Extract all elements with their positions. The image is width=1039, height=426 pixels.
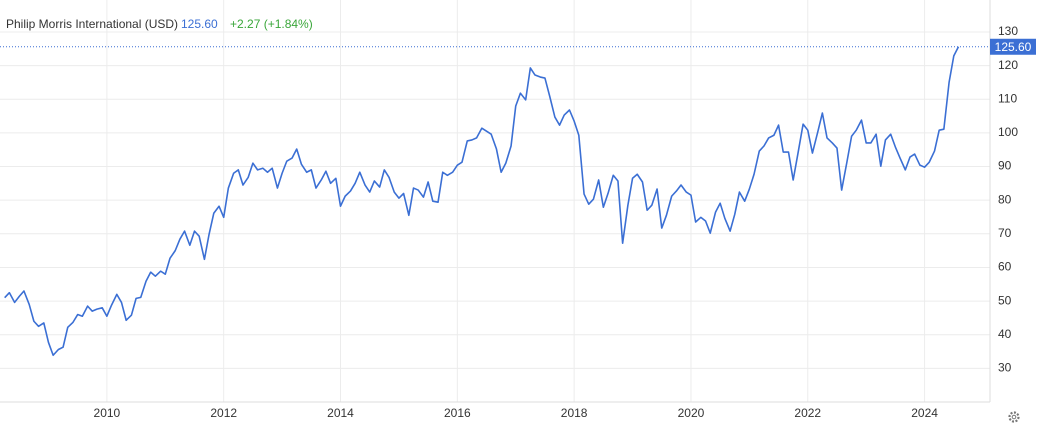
y-tick-label: 40 [998,327,1012,341]
price: 125.60 [181,17,218,31]
last-price-box [990,38,1036,55]
price-line [4,46,960,357]
y-tick-label: 110 [998,91,1017,105]
y-tick-label: 100 [998,125,1018,139]
price-change: +2.27 (+1.84%) [230,17,313,31]
settings-icon[interactable] [1008,411,1020,423]
x-tick-label: 2012 [210,406,237,420]
y-tick-label: 120 [998,58,1018,72]
last-price-label: 125.60 [995,40,1032,54]
x-tick-label: 2022 [794,406,821,420]
y-tick-label: 60 [998,260,1012,274]
y-tick-label: 90 [998,159,1012,173]
x-tick-label: 2016 [444,406,471,420]
chart-title: Philip Morris International (USD) [6,17,178,31]
x-tick-label: 2014 [327,406,354,420]
x-tick-label: 2020 [678,406,705,420]
y-tick-label: 30 [998,361,1012,375]
x-tick-label: 2018 [561,406,588,420]
y-tick-label: 50 [998,293,1012,307]
x-tick-label: 2024 [911,406,938,420]
y-tick-label: 130 [998,24,1018,38]
y-tick-label: 70 [998,226,1012,240]
y-tick-label: 80 [998,192,1012,206]
x-tick-label: 2010 [94,406,121,420]
